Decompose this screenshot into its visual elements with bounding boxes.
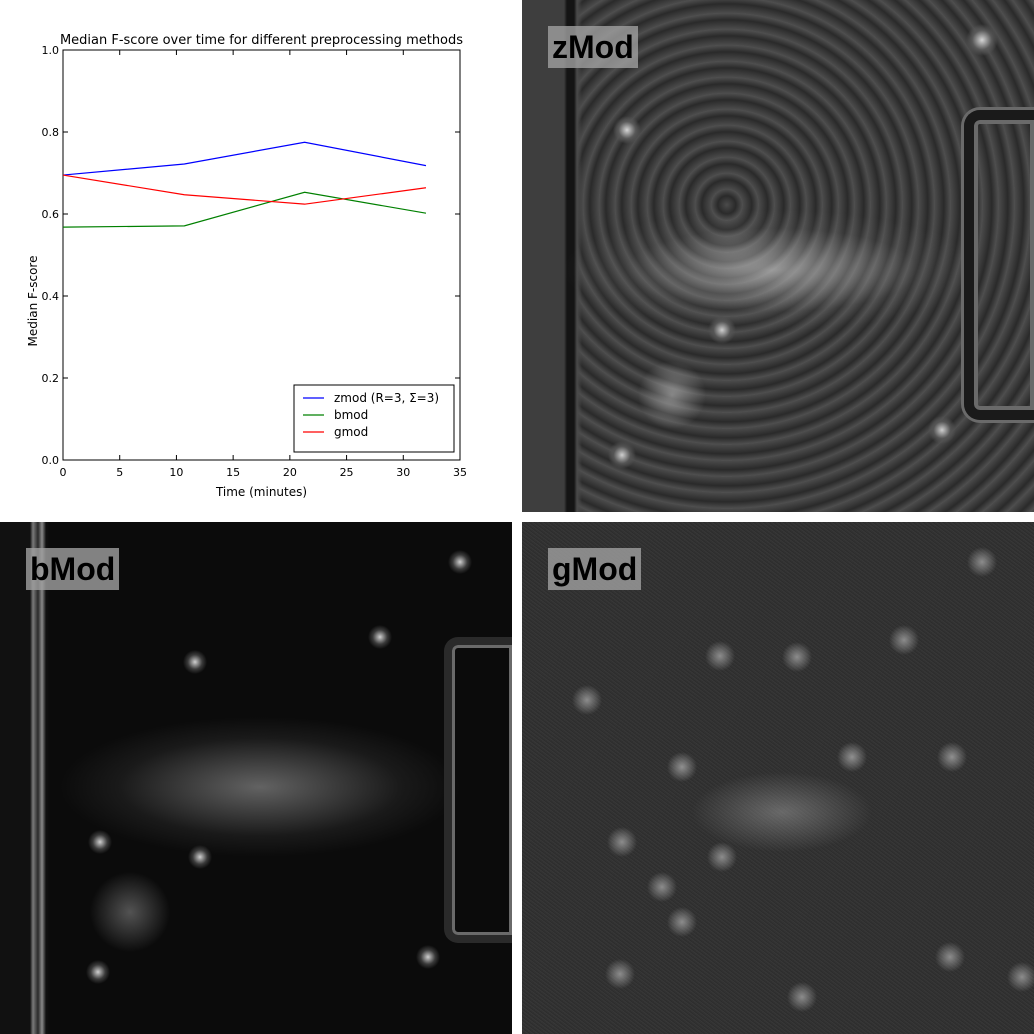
x-tick-label: 0 xyxy=(60,466,67,479)
plot-frame xyxy=(62,49,461,461)
f-score-chart: 0 5 10 15 20 25 30 35 0.0 0.2 0.4 0.6 0.8 1.0 Median F… xyxy=(0,0,512,512)
y-tick-label: 0.2 xyxy=(42,372,60,385)
y-axis-label: Median F-score xyxy=(26,256,40,347)
y-tick-label: 0.4 xyxy=(42,290,60,303)
x-tick-label: 25 xyxy=(340,466,354,479)
x-tick-label: 30 xyxy=(396,466,410,479)
y-tick-label: 0.8 xyxy=(42,126,60,139)
x-tick-label: 35 xyxy=(453,466,467,479)
zmod-label: zMod xyxy=(548,26,638,68)
gmod-label: gMod xyxy=(548,548,642,590)
zmod-image-panel: zMod xyxy=(522,0,1034,512)
bmod-image-panel: bMod xyxy=(0,522,512,1034)
chart-title: Median F-score over time for different p… xyxy=(60,33,463,48)
y-tick-label: 1.0 xyxy=(42,44,60,57)
bmod-channel-frame xyxy=(444,637,512,943)
bmod-label: bMod xyxy=(26,548,120,590)
x-tick-label: 10 xyxy=(169,466,183,479)
zmod-channel-frame xyxy=(964,110,1034,420)
legend-entry: gmod xyxy=(334,425,368,439)
x-axis-label: Time (minutes) xyxy=(215,485,307,499)
series-line-zmod xyxy=(62,141,427,176)
series-line-bmod xyxy=(62,191,427,228)
legend-box xyxy=(293,384,455,453)
legend-entry: bmod xyxy=(334,408,368,422)
gmod-image-panel: gMod xyxy=(522,522,1034,1034)
y-tick-label: 0.0 xyxy=(42,454,60,467)
legend-entry: zmod (R=3, Σ=3) xyxy=(334,391,439,405)
x-tick-label: 20 xyxy=(283,466,297,479)
x-tick-label: 5 xyxy=(116,466,123,479)
x-tick-label: 15 xyxy=(226,466,240,479)
series-line-gmod xyxy=(62,174,427,205)
y-tick-label: 0.6 xyxy=(42,208,60,221)
